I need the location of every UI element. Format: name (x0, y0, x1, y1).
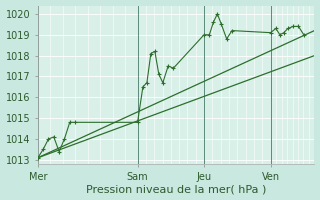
X-axis label: Pression niveau de la mer( hPa ): Pression niveau de la mer( hPa ) (86, 184, 266, 194)
